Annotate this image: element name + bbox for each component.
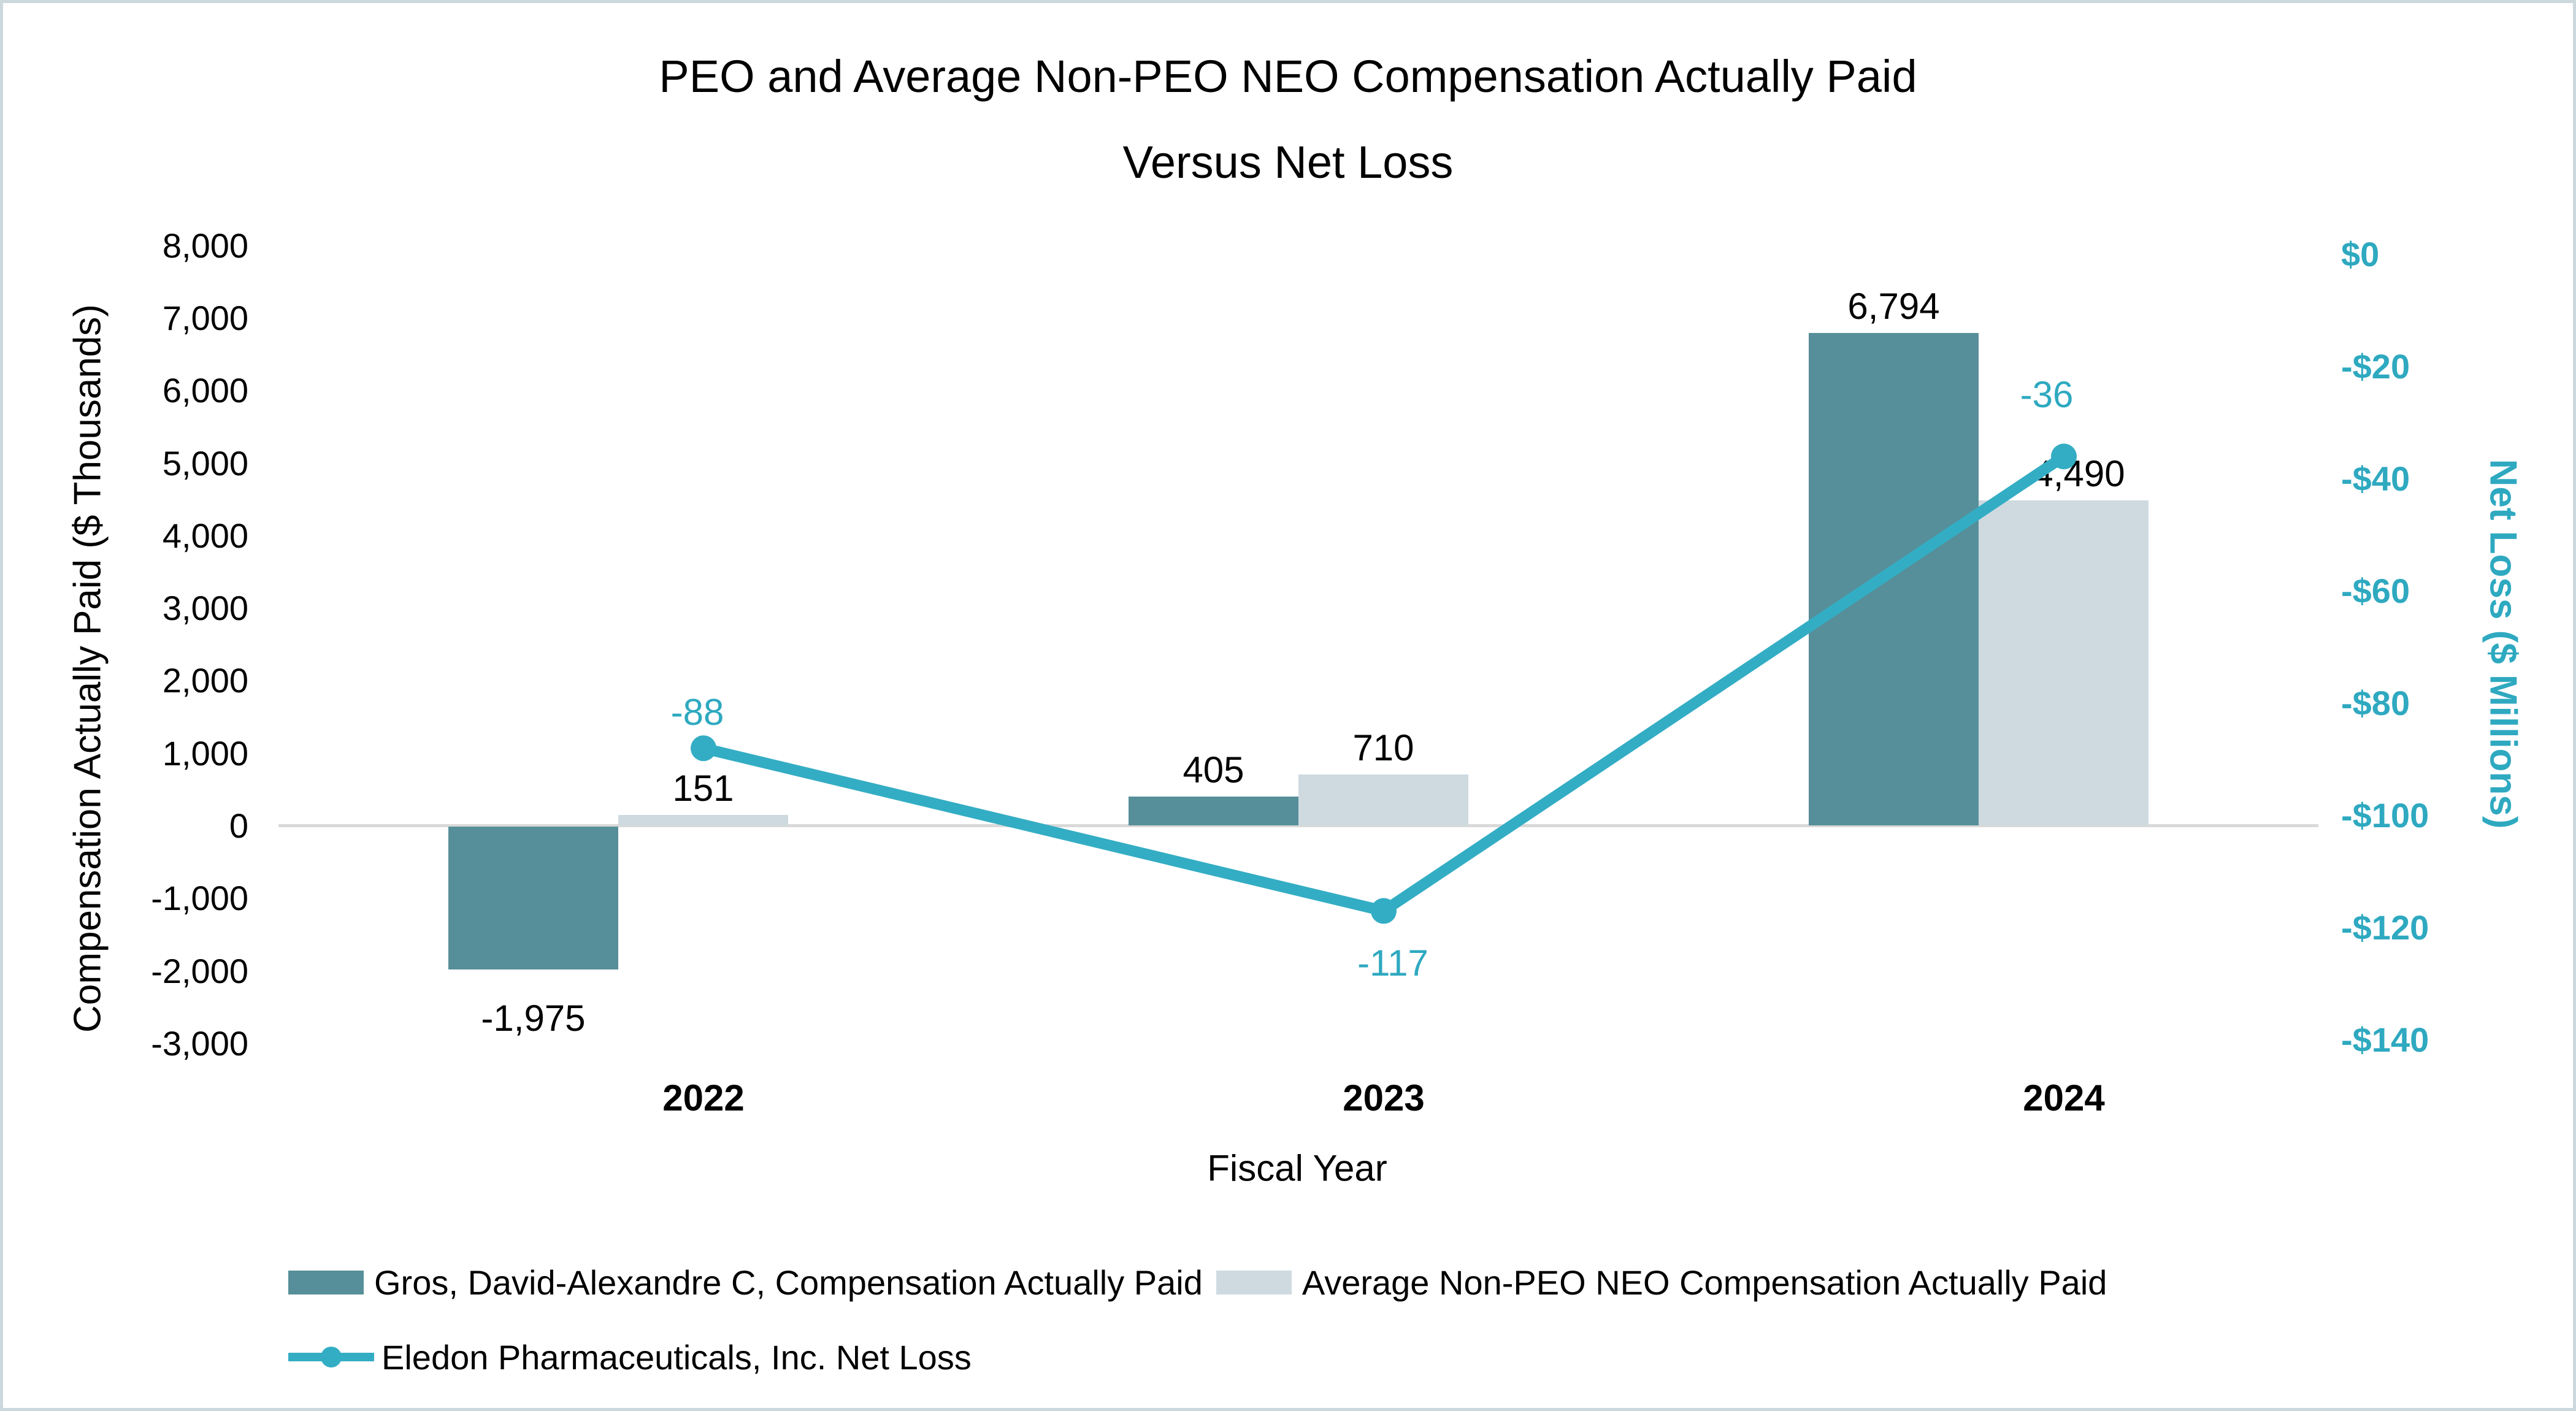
right-axis-tick: -$100 xyxy=(2341,796,2429,835)
x-axis-title: Fiscal Year xyxy=(1207,1147,1387,1189)
left-axis-tick: 5,000 xyxy=(162,443,248,483)
legend-row-line: Eledon Pharmaceuticals, Inc. Net Loss xyxy=(288,1337,972,1377)
right-axis-tick: -$80 xyxy=(2341,684,2410,722)
bar-peo-2023 xyxy=(1129,797,1298,825)
right-axis-tick: -$20 xyxy=(2341,347,2410,386)
left-axis-tick: 1,000 xyxy=(162,733,248,773)
right-axis-tick: -$120 xyxy=(2341,908,2429,947)
left-axis-tick: -2,000 xyxy=(151,951,248,990)
left-axis-tick: -1,000 xyxy=(151,879,248,918)
legend-line-marker xyxy=(288,1347,374,1367)
legend-swatch-peo xyxy=(288,1270,364,1294)
line-point-2022 xyxy=(691,735,716,762)
left-axis-tick: 2,000 xyxy=(162,661,248,700)
left-axis-tick: 3,000 xyxy=(162,589,248,628)
left-axis-tick: 4,000 xyxy=(162,516,248,555)
right-axis-tick: -$140 xyxy=(2341,1020,2429,1059)
x-category-label-2022: 2022 xyxy=(662,1077,745,1118)
legend-label-peo: Gros, David-Alexandre C, Compensation Ac… xyxy=(374,1263,1203,1302)
right-axis-tick: $0 xyxy=(2341,235,2380,273)
bar-label-peo-2022: -1,975 xyxy=(481,997,586,1039)
chart-title: PEO and Average Non-PEO NEO Compensation… xyxy=(3,34,2573,205)
bar-label-peo-2024: 6,794 xyxy=(1847,286,1940,327)
bar-label-non-peo-2023: 710 xyxy=(1352,727,1414,768)
legend-label-net-loss: Eledon Pharmaceuticals, Inc. Net Loss xyxy=(381,1337,972,1377)
legend-swatch-non-peo xyxy=(1216,1270,1292,1294)
chart-title-line1: PEO and Average Non-PEO NEO Compensation… xyxy=(659,51,1917,102)
bar-non-peo-2023 xyxy=(1298,774,1468,825)
plot-area: 8,000 7,000 6,000 5,000 4,000 3,000 2,000 1,000… xyxy=(3,3,2573,1408)
left-axis-tick: 7,000 xyxy=(162,298,248,337)
bar-non-peo-2024 xyxy=(1979,500,2149,825)
left-axis-tick: 0 xyxy=(229,806,248,845)
bar-label-non-peo-2022: 151 xyxy=(672,768,734,809)
right-axis-tick: -$60 xyxy=(2341,572,2410,610)
bar-label-non-peo-2024: 4,490 xyxy=(2033,453,2125,494)
net-loss-line-series xyxy=(691,443,2077,924)
line-label-2023: -117 xyxy=(1357,942,1428,984)
x-category-label-2023: 2023 xyxy=(1343,1077,1425,1118)
legend-row-bars: Gros, David-Alexandre C, Compensation Ac… xyxy=(288,1263,2107,1302)
bar-peo-2022 xyxy=(448,827,618,969)
line-point-2023 xyxy=(1371,898,1397,924)
right-axis-tick: -$40 xyxy=(2341,459,2410,498)
line-label-2022: -88 xyxy=(670,692,724,733)
line-label-2024: -36 xyxy=(2020,374,2074,416)
left-axis-tick: 8,000 xyxy=(162,226,248,265)
legend-label-non-peo: Average Non-PEO NEO Compensation Actuall… xyxy=(1301,1263,2107,1302)
chart-title-line2: Versus Net Loss xyxy=(1122,137,1454,188)
bar-non-peo-2022 xyxy=(618,815,788,825)
left-axis-tick: -3,000 xyxy=(151,1023,248,1063)
x-category-label-2024: 2024 xyxy=(2023,1077,2105,1118)
left-axis-tick: 6,000 xyxy=(162,371,248,410)
